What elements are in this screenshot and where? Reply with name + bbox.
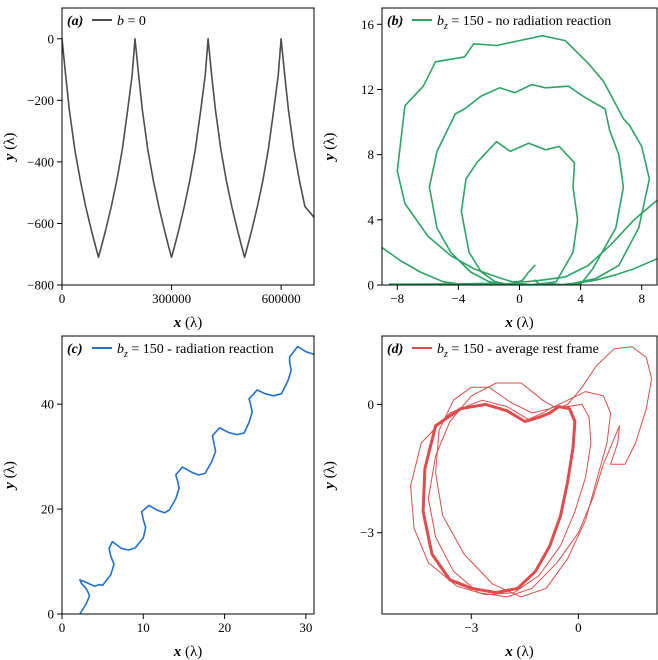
y-tick-label: 0	[48, 31, 55, 46]
y-tick-label: 0	[48, 607, 55, 622]
y-tick-label: 0	[368, 278, 375, 293]
y-tick-label: 0	[368, 397, 375, 412]
y-tick-label: −200	[27, 93, 54, 108]
x-axis-label: x (λ)	[173, 644, 203, 660]
x-tick-label: −4	[451, 291, 465, 306]
series-line	[410, 399, 592, 596]
chart-panel: 0 10 20 30 0 20 40 x (λ) y (λ) (c) bz = 150 - radi…	[2, 335, 315, 660]
series-line	[427, 346, 653, 598]
x-axis-label: x (λ)	[173, 315, 203, 331]
y-axis-label: y (λ)	[2, 133, 18, 163]
y-tick-label: 16	[361, 17, 375, 32]
series-line	[435, 386, 612, 598]
chart-panel: 0 300000 600000 −800 −600 −400 −200 0 x (λ) y (λ)…	[2, 7, 315, 331]
x-tick-label: 0	[575, 620, 582, 635]
x-tick-label: 600000	[262, 291, 301, 306]
y-axis-label: y (λ)	[322, 133, 338, 163]
x-tick-label: 0	[516, 291, 523, 306]
x-tick-label: 300000	[152, 291, 191, 306]
y-tick-label: 40	[41, 397, 54, 412]
series-line	[421, 402, 577, 595]
legend-label: bz = 150 - average rest frame	[437, 342, 599, 360]
x-axis-label: x (λ)	[504, 644, 534, 660]
series-group	[79, 345, 314, 614]
legend-label: b = 0	[117, 14, 146, 29]
legend-label: bz = 150 - no radiation reaction	[437, 14, 611, 32]
x-tick-label: 8	[638, 291, 645, 306]
y-axis-label: y (λ)	[322, 461, 338, 491]
x-tick-label: −3	[464, 620, 478, 635]
y-tick-label: −400	[27, 154, 54, 169]
x-tick-label: 10	[137, 620, 150, 635]
y-tick-label: 12	[361, 82, 374, 97]
series-line	[388, 83, 657, 285]
y-tick-label: 4	[368, 212, 375, 227]
series-line	[79, 345, 314, 614]
x-tick-label: 0	[59, 291, 66, 306]
y-tick-label: 20	[41, 502, 54, 517]
series-group	[382, 34, 657, 285]
x-tick-label: 0	[59, 620, 66, 635]
y-tick-label: −600	[27, 216, 54, 231]
series-line	[382, 34, 657, 285]
panel-letter: (b)	[387, 14, 403, 29]
y-axis-label: y (λ)	[2, 461, 18, 491]
chart-panel: −8 −4 0 4 8 0 4 8 12 16 x (λ) y (λ) (b) bz = 150 - no…	[322, 7, 658, 331]
series-group	[410, 346, 653, 598]
plot-frame	[61, 335, 315, 615]
x-tick-label: 30	[299, 620, 312, 635]
x-axis-label: x (λ)	[504, 315, 534, 331]
y-tick-label: −800	[27, 278, 54, 293]
y-tick-label: −3	[360, 525, 374, 540]
panel-letter: (c)	[67, 342, 83, 357]
series-line	[62, 38, 314, 259]
panel-letter: (a)	[67, 14, 83, 29]
chart-panel: −3 0 −3 0 x (λ) y (λ) (d) bz = 150 - average re…	[322, 335, 658, 660]
plot-frame	[381, 335, 658, 615]
plot-frame	[61, 7, 315, 286]
series-group	[62, 38, 314, 259]
panel-letter: (d)	[387, 342, 403, 357]
x-tick-label: 4	[577, 291, 584, 306]
series-line	[460, 140, 579, 285]
x-tick-label: 20	[218, 620, 231, 635]
legend-label: bz = 150 - radiation reaction	[117, 342, 274, 360]
x-tick-label: −8	[390, 291, 404, 306]
y-tick-label: 8	[368, 147, 375, 162]
